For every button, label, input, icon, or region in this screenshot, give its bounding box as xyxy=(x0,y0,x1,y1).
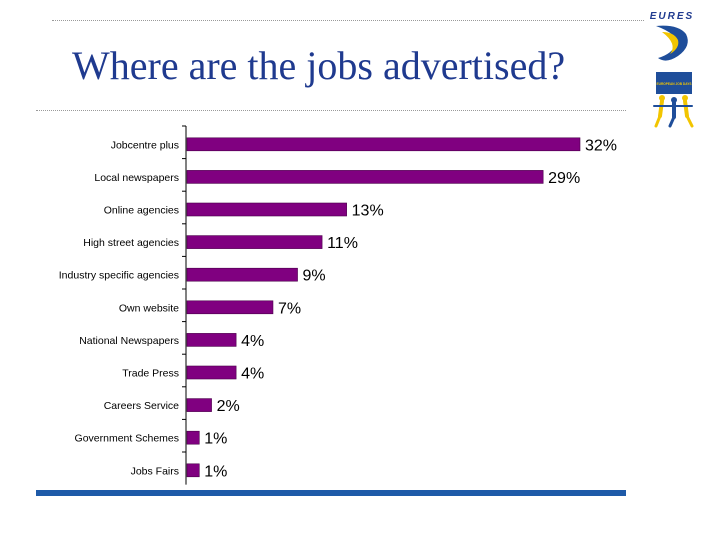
value-label: 2% xyxy=(217,398,240,415)
bar xyxy=(186,365,237,380)
category-label: National Newspapers xyxy=(79,335,179,347)
value-label: 4% xyxy=(241,333,264,350)
slide-title: Where are the jobs advertised? xyxy=(72,43,566,88)
people-figures-icon xyxy=(653,95,694,128)
category-label: Careers Service xyxy=(104,400,179,412)
category-label: Government Schemes xyxy=(75,433,179,445)
eures-logo-icon: EURES EUROPEAN JOB DAYS xyxy=(650,11,694,128)
category-label: High street agencies xyxy=(83,237,179,249)
value-label: 1% xyxy=(204,463,227,480)
value-label: 4% xyxy=(241,366,264,383)
value-label: 29% xyxy=(548,170,580,187)
job-days-badge-text: EUROPEAN JOB DAYS xyxy=(657,82,692,86)
bar xyxy=(186,137,581,152)
value-label: 13% xyxy=(352,203,384,220)
logo-text: EURES xyxy=(650,11,694,22)
bar xyxy=(186,398,212,412)
bottom-rule xyxy=(36,490,626,496)
logo-swoosh-accent xyxy=(662,32,679,54)
bar xyxy=(186,300,274,315)
value-label: 9% xyxy=(303,268,326,285)
category-label: Own website xyxy=(119,302,179,314)
value-label: 32% xyxy=(585,137,617,154)
category-label: Industry specific agencies xyxy=(59,270,179,282)
value-label: 11% xyxy=(327,235,358,252)
category-label: Jobs Fairs xyxy=(131,465,179,477)
bar xyxy=(186,267,298,282)
category-label: Local newspapers xyxy=(94,172,179,184)
value-label: 7% xyxy=(278,300,301,317)
logo-swoosh-shape xyxy=(656,25,688,61)
bar xyxy=(186,463,200,478)
value-label: 1% xyxy=(204,431,227,448)
bar xyxy=(186,202,347,217)
top-rule xyxy=(52,20,644,21)
bar xyxy=(186,333,237,347)
job-days-badge xyxy=(656,72,692,94)
title-rule xyxy=(36,110,626,111)
bar xyxy=(186,430,200,445)
category-label: Jobcentre plus xyxy=(111,139,179,151)
bar xyxy=(186,170,544,184)
bar xyxy=(186,235,323,249)
category-label: Online agencies xyxy=(104,205,179,217)
category-label: Trade Press xyxy=(122,368,179,380)
